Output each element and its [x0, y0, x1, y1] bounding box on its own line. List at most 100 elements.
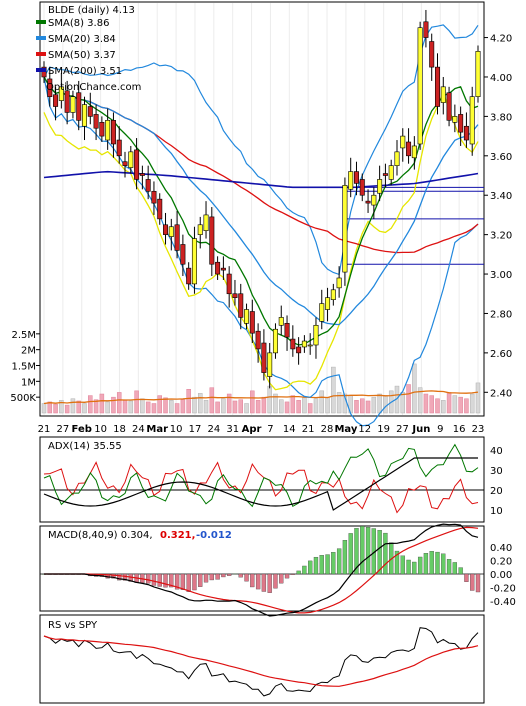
candle-body — [290, 338, 296, 350]
volume-bar — [134, 390, 139, 414]
volume-bar — [446, 392, 452, 414]
volume-bar — [70, 398, 76, 414]
macd-histogram-bar — [267, 573, 272, 593]
candle-body — [244, 309, 250, 324]
candle-body — [215, 261, 221, 275]
x-tick-label: 21 — [302, 424, 315, 435]
candle-body — [47, 78, 53, 97]
macd-histogram-bar — [209, 573, 214, 581]
volume-bar — [47, 401, 53, 414]
candle-body — [261, 342, 267, 373]
macd-histogram-bar — [383, 532, 388, 575]
volume-bars — [41, 363, 481, 414]
candle-body — [301, 340, 307, 348]
macd-histogram-bar — [308, 560, 313, 575]
candle-body — [163, 224, 169, 235]
macd-title: MACD(8,40,9) 0.304, — [48, 530, 153, 541]
volume-bar — [128, 400, 134, 414]
candle-body — [255, 330, 261, 350]
candle-body — [58, 86, 64, 101]
macd-histogram-bar — [163, 573, 168, 588]
macd-histogram-bar — [273, 573, 278, 589]
candle-body — [446, 92, 452, 121]
volume-bar — [116, 392, 122, 414]
candle-body — [313, 324, 319, 346]
candle-body — [168, 226, 174, 237]
volume-bar — [319, 390, 325, 414]
volume-bar — [365, 400, 371, 414]
volume-bar — [273, 393, 278, 414]
macd-histogram-bar — [255, 573, 261, 590]
x-tick-label: 28 — [321, 424, 334, 435]
volume-bar — [383, 395, 388, 414]
macd-y-tick-label: 0.40 — [490, 543, 512, 554]
macd-y-tick-label: 0.00 — [490, 570, 512, 581]
macd-histogram-bar — [174, 573, 180, 590]
candle-body — [307, 344, 313, 347]
yellow-envelope-line — [43, 90, 479, 391]
volume-bar — [406, 384, 411, 414]
macd-histogram-bar — [313, 556, 319, 575]
macd-histogram-bar — [377, 530, 382, 575]
volume-bar — [458, 396, 463, 414]
volume-bar — [441, 400, 446, 414]
candle-body — [330, 289, 336, 300]
macd-histogram-bar — [122, 573, 128, 581]
volume-bar — [279, 399, 284, 414]
candle-body — [469, 96, 475, 145]
candle-body — [458, 114, 464, 133]
macd-histogram-bar — [360, 525, 365, 575]
volume-bar — [296, 400, 301, 414]
legend-label-sma8: SMA(8) 3.86 — [48, 18, 109, 29]
macd-histogram-bar — [423, 553, 429, 575]
macd-histogram-bar — [354, 528, 359, 575]
candle-body — [359, 179, 365, 196]
candle-body — [238, 293, 244, 318]
adx-plus-di-line — [43, 443, 479, 508]
macd-histogram-bar — [464, 573, 469, 582]
macd-histogram-bar — [284, 573, 290, 579]
volume-bar — [464, 398, 469, 414]
volume-bar — [192, 396, 197, 414]
candle-body — [411, 145, 417, 159]
volume-bar — [64, 404, 70, 414]
volume-bar — [111, 396, 116, 414]
price-y-tick-label: 2.80 — [490, 309, 512, 320]
candle-body — [429, 41, 435, 68]
volume-bar — [452, 395, 458, 414]
x-tick-label: 19 — [377, 424, 390, 435]
sma200-line — [43, 170, 479, 189]
volume-bar — [180, 399, 186, 414]
adx-line — [43, 457, 478, 511]
price-y-tick-label: 4.20 — [490, 34, 512, 45]
volume-y-tick-label: 500K — [10, 393, 36, 404]
legend-label-sma200: SMA(200) 3.51 — [48, 66, 122, 77]
macd-histogram-bar — [203, 573, 209, 583]
candle-body — [353, 171, 359, 184]
candle-body — [209, 216, 215, 265]
macd-histogram-bar — [365, 527, 371, 575]
adx-panel-frame — [39, 436, 485, 523]
volume-bar — [423, 393, 429, 414]
macd-histogram-bar — [417, 556, 423, 575]
candle-body — [463, 125, 469, 141]
price-y-tick-label: 3.20 — [490, 231, 512, 242]
macd-histogram-bar — [342, 540, 348, 575]
price-candles — [41, 9, 481, 389]
volume-bar — [261, 396, 267, 414]
volume-bar — [215, 401, 220, 414]
macd-histogram-bar — [186, 573, 191, 592]
volume-bar — [360, 398, 365, 414]
candle-body — [325, 297, 331, 310]
x-tick-label: 7 — [267, 424, 273, 435]
volume-bar — [255, 400, 261, 414]
volume-bar — [59, 400, 64, 414]
candle-body — [267, 352, 273, 377]
macd-y-tick-label: -0.40 — [490, 597, 516, 608]
indicator-lines: 40 30 20 10 0.40 0.20 0.00 -0.20 -0.40 — [40, 443, 516, 697]
macd-histogram-bar — [475, 573, 481, 593]
y-axis-ticks: 4.20 4.00 3.80 3.60 3.40 3.20 3.00 2.80 2.60 2.40… — [10, 34, 512, 405]
volume-bar — [105, 401, 110, 414]
legend-label-sma50: SMA(50) 3.37 — [48, 50, 116, 61]
price-y-tick-label: 3.00 — [490, 270, 512, 281]
